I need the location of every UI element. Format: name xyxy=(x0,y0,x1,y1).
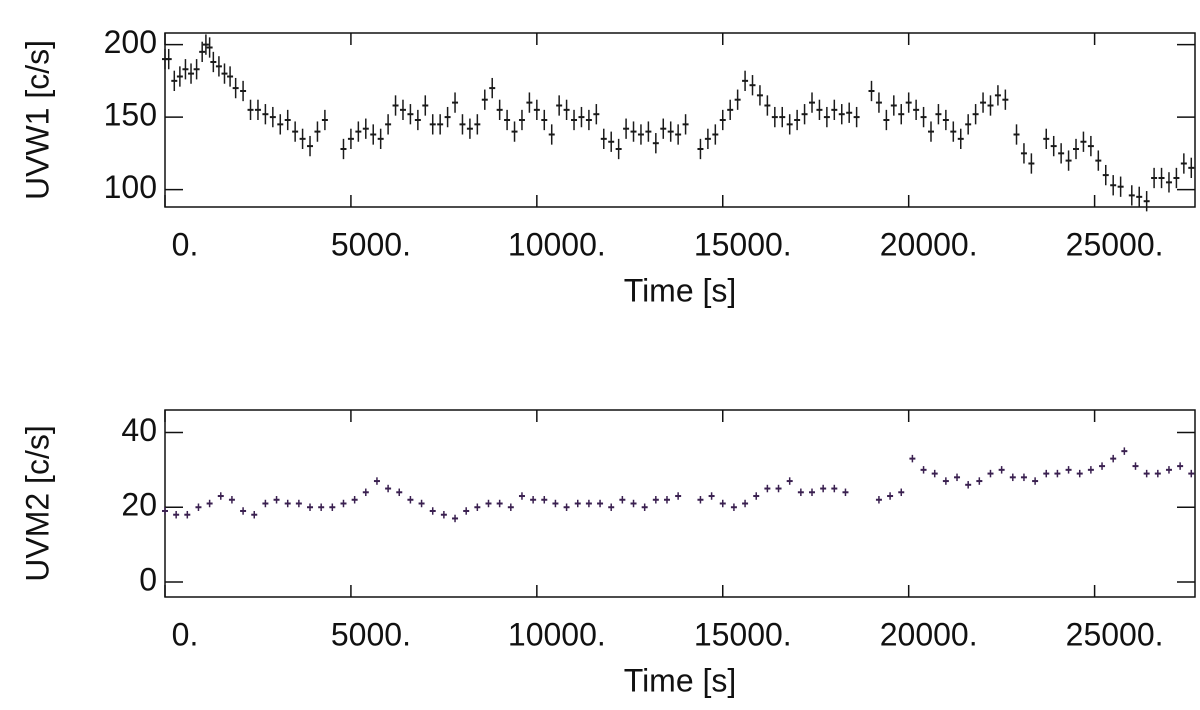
x-axis-label: Time [s] xyxy=(624,272,737,308)
y-tick-label: 40 xyxy=(121,412,157,448)
x-tick-label: 15000. xyxy=(694,616,792,652)
x-tick-label: 25000. xyxy=(1066,226,1164,262)
y-axis-label: UVW1 [c/s] xyxy=(19,40,55,200)
x-tick-label: 5000. xyxy=(331,226,411,262)
y-tick-label: 150 xyxy=(104,97,157,133)
y-tick-label: 0 xyxy=(139,561,157,597)
plot-frame xyxy=(164,32,1196,208)
x-tick-label: 0. xyxy=(172,616,199,652)
x-tick-label: 5000. xyxy=(331,616,411,652)
y-tick-label: 20 xyxy=(121,487,157,523)
x-tick-label: 25000. xyxy=(1066,616,1164,652)
y-tick-label: 100 xyxy=(104,169,157,205)
x-axis-label: Time [s] xyxy=(624,662,737,698)
plot-frame xyxy=(164,409,1196,598)
x-tick-label: 10000. xyxy=(508,616,606,652)
y-axis-label: UVM2 [c/s] xyxy=(19,425,55,581)
x-tick-label: 0. xyxy=(172,226,199,262)
x-tick-label: 15000. xyxy=(694,226,792,262)
x-tick-label: 20000. xyxy=(880,226,978,262)
y-tick-label: 200 xyxy=(104,24,157,60)
x-tick-label: 10000. xyxy=(508,226,606,262)
x-tick-label: 20000. xyxy=(880,616,978,652)
